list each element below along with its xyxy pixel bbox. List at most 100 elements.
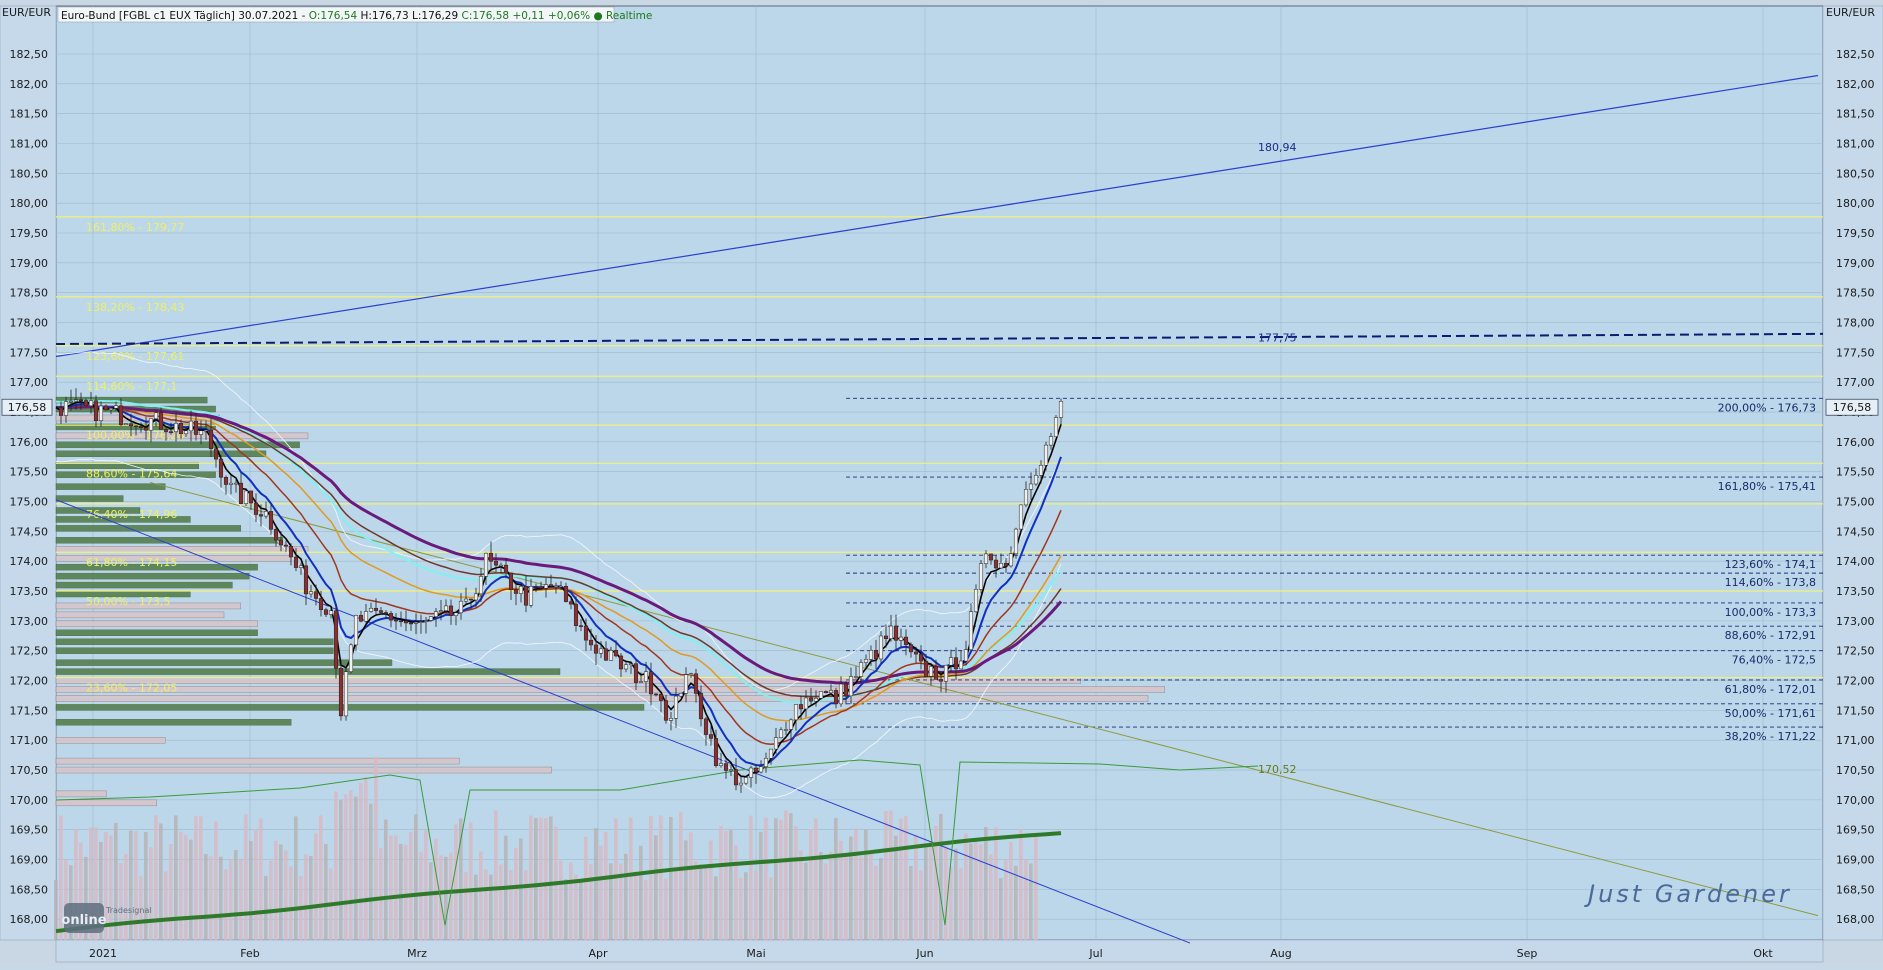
chart-title: Euro-Bund [FGBL c1 EUX Täglich] 30.07.20… bbox=[61, 10, 652, 22]
volume-bar bbox=[849, 836, 853, 940]
volume-bar bbox=[414, 814, 418, 940]
candle-body bbox=[988, 553, 994, 561]
candle-body bbox=[403, 620, 409, 624]
fib-label-yellow: 138,20% - 178,43 bbox=[86, 301, 184, 314]
volume-bar bbox=[649, 816, 653, 940]
candle-body bbox=[933, 666, 939, 680]
volume-bar bbox=[984, 826, 988, 940]
y-tick-label: 174,00 bbox=[1836, 555, 1875, 568]
candle-body bbox=[1013, 528, 1019, 555]
candle-body bbox=[763, 758, 769, 767]
y-tick-label: 182,50 bbox=[1836, 48, 1875, 61]
volume-bar bbox=[594, 828, 598, 940]
volume-bar bbox=[424, 830, 428, 940]
candle-body bbox=[783, 729, 789, 731]
y-tick-label: 181,50 bbox=[10, 108, 49, 121]
candle-body bbox=[248, 490, 254, 504]
y-tick-label: 179,50 bbox=[10, 227, 49, 240]
volume-bar bbox=[579, 879, 583, 940]
volume-bar bbox=[674, 866, 678, 940]
candle-body bbox=[623, 664, 629, 670]
volume-bar bbox=[699, 864, 703, 940]
candle-body bbox=[668, 718, 674, 721]
volume-bar bbox=[214, 821, 218, 940]
y-tick-label: 177,00 bbox=[10, 376, 49, 389]
candle-body bbox=[868, 650, 874, 660]
volume-bar bbox=[459, 818, 463, 940]
x-tick-label: Jun bbox=[915, 947, 933, 960]
volume-bar bbox=[819, 852, 823, 940]
candle-body bbox=[588, 639, 594, 646]
fib-label-dark: 161,80% - 175,41 bbox=[1718, 480, 1816, 493]
candle-body bbox=[883, 635, 889, 639]
volume-bar bbox=[119, 863, 123, 940]
candle-body bbox=[823, 691, 829, 693]
y-tick-label: 169,50 bbox=[1836, 824, 1875, 837]
trend-annotation: 177,75 bbox=[1258, 331, 1297, 344]
volume-bar bbox=[124, 853, 128, 940]
candle-body bbox=[208, 429, 214, 450]
candle-body bbox=[1053, 417, 1059, 437]
candle-body bbox=[643, 671, 649, 682]
candle-body bbox=[343, 671, 349, 717]
volume-bar bbox=[569, 862, 573, 940]
volume-bar bbox=[284, 850, 288, 940]
volume-profile-bar bbox=[55, 790, 107, 798]
fib-label-yellow: 50,00% - 173,5 bbox=[86, 595, 170, 608]
y-tick-label: 176,00 bbox=[1836, 436, 1875, 449]
candle-body bbox=[953, 657, 959, 670]
plot-area bbox=[55, 5, 1824, 941]
candle-body bbox=[108, 408, 114, 411]
fib-label-yellow: 123,60% - 177,61 bbox=[86, 350, 184, 363]
volume-bar bbox=[144, 832, 148, 940]
volume-bar bbox=[874, 866, 878, 940]
volume-profile-bar bbox=[55, 659, 393, 666]
y-tick-label: 177,00 bbox=[1836, 376, 1875, 389]
candle-body bbox=[1008, 553, 1014, 567]
y-tick-label: 171,50 bbox=[1836, 704, 1875, 717]
candle-body bbox=[978, 563, 984, 590]
candle-body bbox=[808, 697, 814, 702]
candle-body bbox=[958, 660, 964, 670]
ma-black bbox=[55, 400, 1062, 778]
volume-bar bbox=[844, 855, 848, 940]
ma-purple bbox=[55, 405, 1063, 685]
volume-bar bbox=[789, 813, 793, 940]
y-tick-label: 181,00 bbox=[1836, 138, 1875, 151]
candle-body bbox=[663, 700, 669, 721]
y-tick-label: 179,50 bbox=[1836, 227, 1875, 240]
candle-body bbox=[853, 676, 859, 678]
volume-bar bbox=[469, 822, 473, 940]
volume-profile-bar bbox=[55, 507, 141, 514]
volume-bar bbox=[914, 834, 918, 940]
volume-bar bbox=[949, 866, 953, 940]
volume-bar bbox=[54, 879, 58, 940]
volume-bar bbox=[559, 860, 563, 940]
candle-body bbox=[778, 729, 784, 738]
candle-body bbox=[213, 448, 219, 460]
volume-bar bbox=[654, 835, 658, 940]
candle-body bbox=[143, 427, 149, 431]
volume-bar bbox=[249, 840, 253, 940]
y-tick-label: 182,00 bbox=[10, 78, 49, 91]
volume-bar bbox=[104, 832, 108, 940]
candle-body bbox=[128, 423, 134, 427]
candle-body bbox=[253, 502, 259, 515]
volume-bar bbox=[684, 840, 688, 940]
volume-bar bbox=[309, 855, 313, 940]
ma-green-long bbox=[55, 831, 1062, 934]
volume-bar bbox=[1024, 859, 1028, 940]
candle-body bbox=[873, 650, 879, 660]
volume-bar bbox=[59, 815, 63, 940]
volume-bar bbox=[709, 840, 713, 940]
last-price-tag-right bbox=[1825, 398, 1879, 416]
volume-bar bbox=[864, 829, 868, 940]
candle-body bbox=[1038, 465, 1044, 476]
candle-body bbox=[503, 564, 509, 574]
volume-bar bbox=[614, 818, 618, 940]
volume-bar bbox=[644, 879, 648, 940]
candle-body bbox=[1043, 444, 1049, 466]
y-tick-label: 169,00 bbox=[1836, 854, 1875, 867]
volume-bar bbox=[399, 843, 403, 940]
